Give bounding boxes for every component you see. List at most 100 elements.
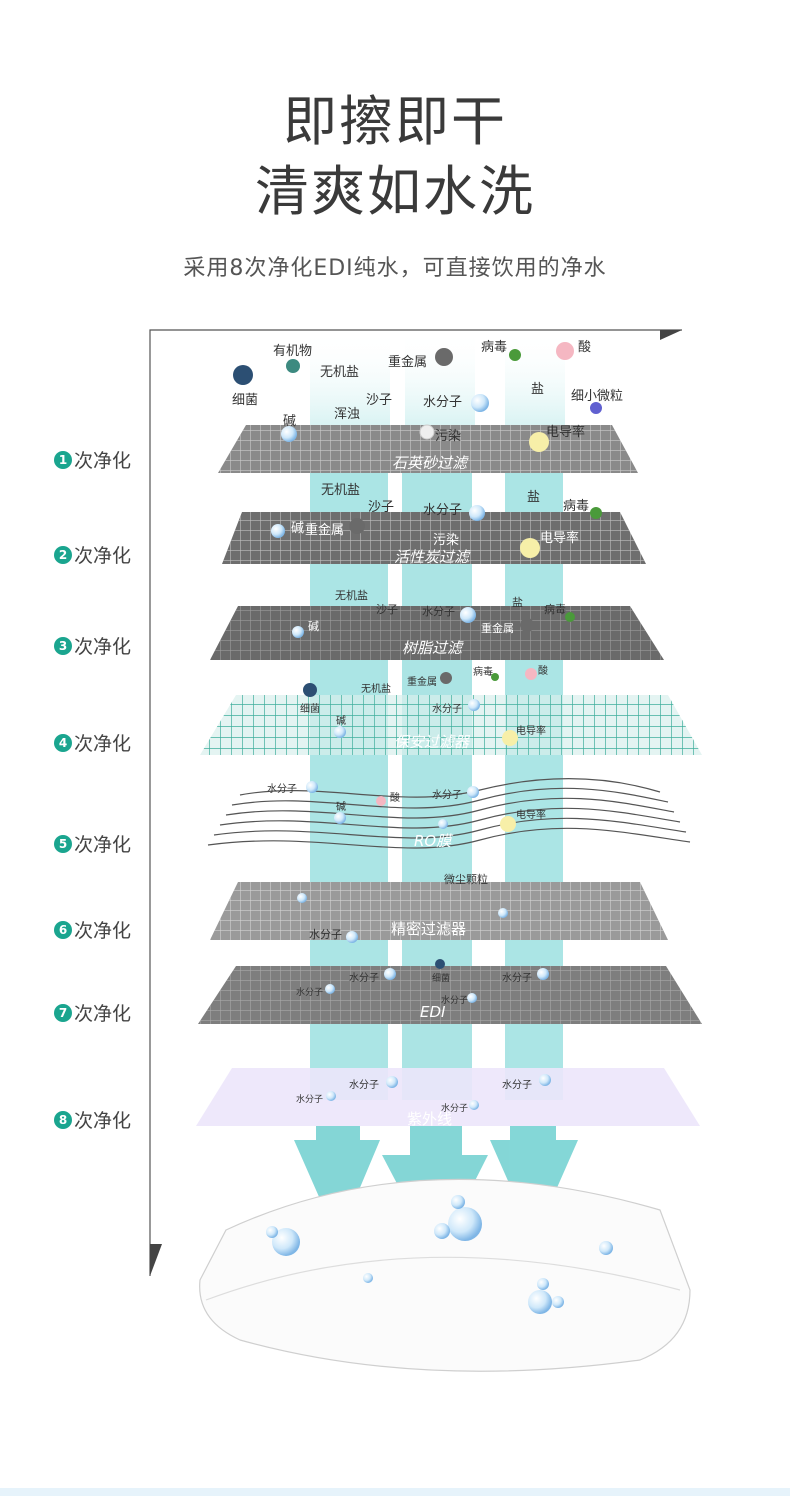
step-number-badge: 5 <box>54 834 72 853</box>
l4-label: 水分子 <box>432 704 462 715</box>
label-conductivity: 电导率 <box>546 425 586 440</box>
l2-label: 盐 <box>527 490 541 505</box>
l4-label: 电导率 <box>516 726 546 737</box>
filtration-diagram <box>149 329 702 1372</box>
layer-5-shape <box>207 778 691 849</box>
layer-8-name: 紫外线 <box>407 1110 453 1128</box>
cloth-shape <box>199 1178 691 1372</box>
l3-label: 无机盐 <box>335 589 368 602</box>
bottom-strip <box>0 1488 790 1496</box>
layer-7-name: EDI <box>420 1003 446 1021</box>
l7-label: 细菌 <box>432 974 451 984</box>
l5-label: 酸 <box>390 793 400 804</box>
l8-label: 水分子 <box>349 1080 379 1091</box>
label-pollution: 污染 <box>435 429 462 444</box>
beam-top-mid <box>405 330 475 440</box>
step-number-badge: 1 <box>54 450 72 469</box>
l7-label: 水分子 <box>349 973 379 984</box>
l2-label: 水分子 <box>423 503 463 518</box>
l8-label: 水分子 <box>296 1095 324 1105</box>
l2-label: 无机盐 <box>321 483 361 498</box>
water-bubbles <box>266 394 613 1314</box>
layer-5-name: RO膜 <box>414 832 452 850</box>
step-7-label: 7 次净化 <box>54 999 131 1026</box>
beam-top-left <box>310 330 390 440</box>
l7-label: 水分子 <box>296 988 324 998</box>
label-virus: 病毒 <box>481 340 508 355</box>
l4-label: 酸 <box>538 666 548 677</box>
label-sand: 沙子 <box>366 393 393 408</box>
step-number-badge: 6 <box>54 920 72 939</box>
step-number-badge: 7 <box>54 1003 72 1022</box>
step-number-badge: 2 <box>54 545 72 564</box>
step-text: 次净化 <box>74 733 132 755</box>
l2-label: 碱 <box>291 521 305 536</box>
l8-label: 水分子 <box>441 1104 469 1114</box>
l2-label: 病毒 <box>563 499 590 514</box>
l6-label: 微尘颗粒 <box>444 873 488 886</box>
step-8-label: 8 次净化 <box>54 1106 131 1133</box>
layer-8-shape <box>196 1068 700 1126</box>
label-heavy-metal: 重金属 <box>388 355 428 370</box>
l5-label: 水分子 <box>432 790 462 801</box>
beam-top-right <box>505 330 565 440</box>
l4-label: 碱 <box>336 716 346 727</box>
page-subtitle: 采用8次净化EDI纯水，可直接饮用的净水 <box>183 256 607 281</box>
l5-label: 电导率 <box>516 810 546 821</box>
step-2-label: 2 次净化 <box>54 541 131 568</box>
step-text: 次净化 <box>74 450 132 472</box>
step-3-label: 3 次净化 <box>54 632 131 659</box>
l7-label: 水分子 <box>441 996 469 1006</box>
page-title-line1: 即擦即干 <box>283 90 507 153</box>
layer-4-name: 保安过滤器 <box>394 733 470 751</box>
l3-label: 沙子 <box>376 603 398 616</box>
label-bacteria: 细菌 <box>232 393 259 408</box>
step-4-label: 4 次净化 <box>54 729 131 756</box>
l2-label: 沙子 <box>368 500 395 515</box>
label-inorganic-salt: 无机盐 <box>320 365 360 380</box>
label-salt: 盐 <box>531 382 545 397</box>
step-text: 次净化 <box>74 1003 132 1025</box>
step-text: 次净化 <box>74 545 132 567</box>
label-acid: 酸 <box>578 340 592 355</box>
l4-label: 细菌 <box>300 704 320 715</box>
step-text: 次净化 <box>74 834 132 856</box>
frame-corner-top <box>660 330 682 340</box>
step-text: 次净化 <box>74 920 132 942</box>
filtration-illustration: 有机物 无机盐 重金属 病毒 酸 细菌 沙子 水分子 盐 细小微粒 碱 浑浊 污… <box>0 320 790 1496</box>
l2-label: 污染 <box>433 533 460 548</box>
l8-label: 水分子 <box>502 1080 532 1091</box>
label-turbidity: 浑浊 <box>334 407 361 422</box>
frame-corner-bottom <box>150 1244 162 1276</box>
l3-label: 病毒 <box>544 603 566 616</box>
l7-label: 水分子 <box>502 973 532 984</box>
l3-label: 水分子 <box>422 605 455 618</box>
layer-1-name: 石英砂过滤 <box>392 454 468 472</box>
step-text: 次净化 <box>74 1110 132 1132</box>
l4-label: 病毒 <box>473 667 493 678</box>
step-5-label: 5 次净化 <box>54 830 131 857</box>
step-number-badge: 8 <box>54 1110 72 1129</box>
step-text: 次净化 <box>74 636 132 658</box>
l5-label: 水分子 <box>267 784 297 795</box>
step-number-badge: 4 <box>54 733 72 752</box>
l4-label: 重金属 <box>407 677 437 688</box>
label-fine-particles: 细小微粒 <box>571 389 624 404</box>
l2-label: 重金属 <box>305 523 345 538</box>
l3-label: 盐 <box>512 596 523 609</box>
l4-label: 无机盐 <box>361 684 391 695</box>
frame-outline <box>149 329 682 1276</box>
step-6-label: 6 次净化 <box>54 916 131 943</box>
l3-label: 重金属 <box>481 622 514 635</box>
label-alkali: 碱 <box>283 414 297 429</box>
l3-label: 碱 <box>308 620 319 633</box>
l6-label: 水分子 <box>309 928 342 941</box>
l2-label: 电导率 <box>540 531 580 546</box>
label-water-molecule: 水分子 <box>423 395 463 410</box>
l5-label: 碱 <box>336 802 346 813</box>
step-1-label: 1 次净化 <box>54 446 131 473</box>
layer-6-name: 精密过滤器 <box>391 920 467 938</box>
step-number-badge: 3 <box>54 636 72 655</box>
contaminant-dots <box>233 342 602 969</box>
